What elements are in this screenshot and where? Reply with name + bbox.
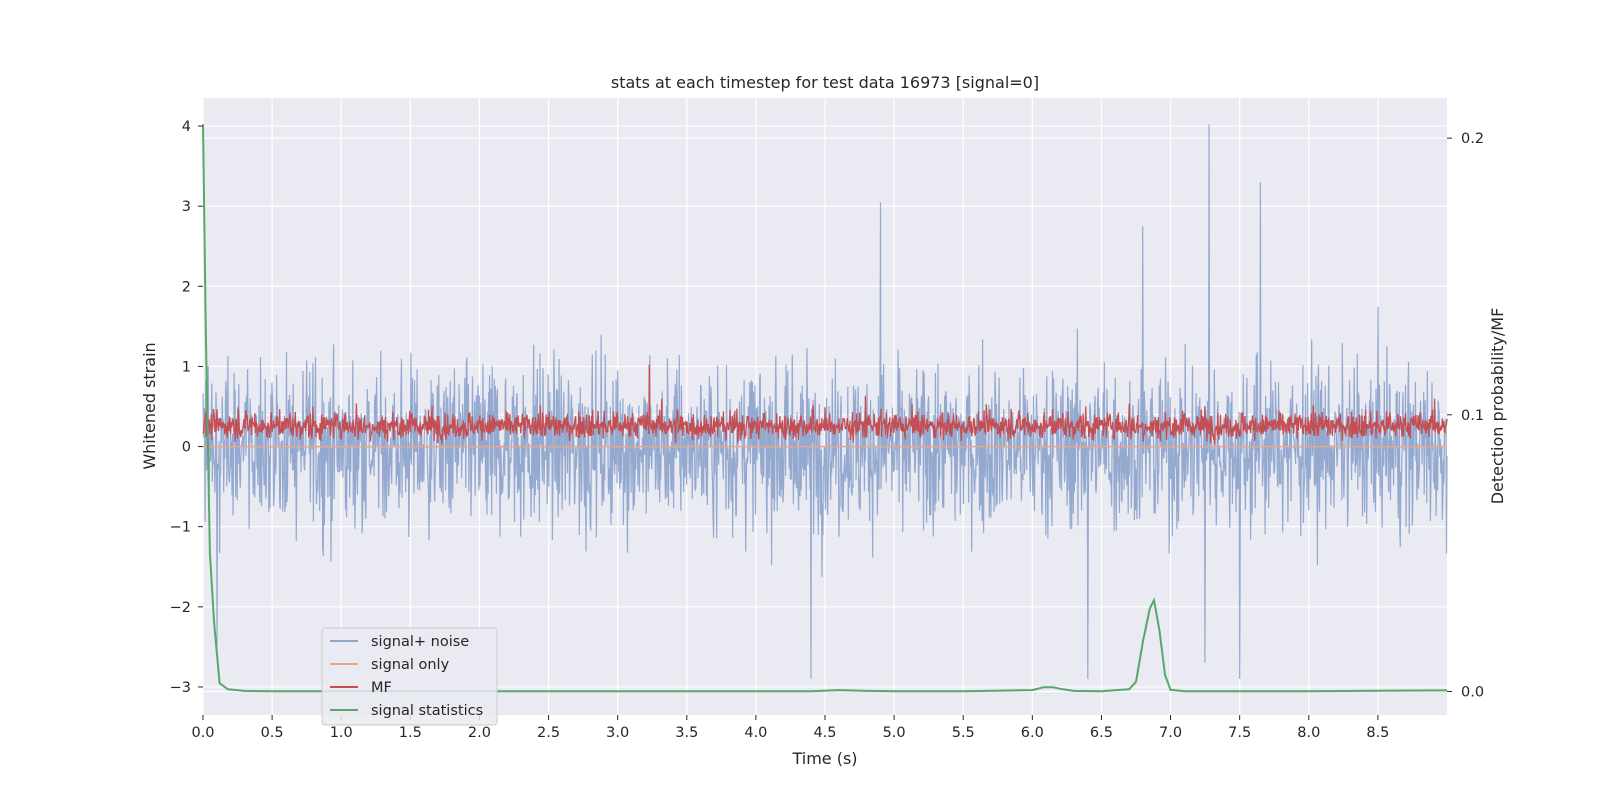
x-tick-label: 0.0 <box>191 725 214 741</box>
series-layer <box>202 124 1448 693</box>
y-tick-label: −3 <box>170 680 191 696</box>
legend: signal+ noise signal only MF signal stat… <box>321 627 498 726</box>
y-tick-label: 4 <box>182 119 191 135</box>
x-tick-label: 5.0 <box>883 725 906 741</box>
legend-label-signal-noise: signal+ noise <box>371 634 469 650</box>
legend-label-mf: MF <box>371 680 392 696</box>
x-tick-label: 6.0 <box>1021 725 1044 741</box>
legend-box <box>321 627 498 726</box>
series-signal-noise <box>202 124 1448 679</box>
axes: 0.0 0.5 1.0 1.5 2.0 2.5 3.0 3.5 4.0 4.5 5.0 5.5 6.0 6… <box>170 119 1484 741</box>
series-mf <box>202 364 1448 445</box>
x-tick-label: 3.0 <box>606 725 629 741</box>
x-tick-label: 1.0 <box>330 725 353 741</box>
chart-title: stats at each timestep for test data 169… <box>611 73 1039 92</box>
y2-tick-label: 0.2 <box>1461 131 1484 147</box>
x-tick-label: 6.5 <box>1090 725 1113 741</box>
y2-axis-label: Detection probability/MF <box>1488 308 1507 505</box>
y-tick-label: 0 <box>182 440 191 456</box>
y-tick-label: 3 <box>182 199 191 215</box>
x-tick-label: 7.5 <box>1228 725 1251 741</box>
x-tick-label: 0.5 <box>261 725 284 741</box>
x-tick-label: 7.0 <box>1159 725 1182 741</box>
y-axis-label: Whitened strain <box>140 342 159 469</box>
y-tick-label: −2 <box>170 600 191 616</box>
x-tick-label: 2.5 <box>537 725 560 741</box>
x-tick-label: 1.5 <box>399 725 422 741</box>
x-tick-label: 2.0 <box>468 725 491 741</box>
y-tick-label: 2 <box>182 279 191 295</box>
y2-tick-label: 0.0 <box>1461 684 1484 700</box>
x-tick-label: 8.5 <box>1366 725 1389 741</box>
x-tick-label: 5.5 <box>952 725 975 741</box>
x-tick-label: 3.5 <box>675 725 698 741</box>
x-axis-label: Time (s) <box>791 749 857 768</box>
y-tick-label: 1 <box>182 359 191 375</box>
x-tick-label: 8.0 <box>1297 725 1320 741</box>
legend-label-signal-only: signal only <box>371 657 450 673</box>
x-tick-label: 4.0 <box>744 725 767 741</box>
series-signal-statistics <box>202 124 1448 693</box>
legend-label-signal-statistics: signal statistics <box>371 703 483 719</box>
x-tick-label: 4.5 <box>813 725 836 741</box>
y-tick-label: −1 <box>170 520 191 536</box>
y2-tick-label: 0.1 <box>1461 408 1484 424</box>
